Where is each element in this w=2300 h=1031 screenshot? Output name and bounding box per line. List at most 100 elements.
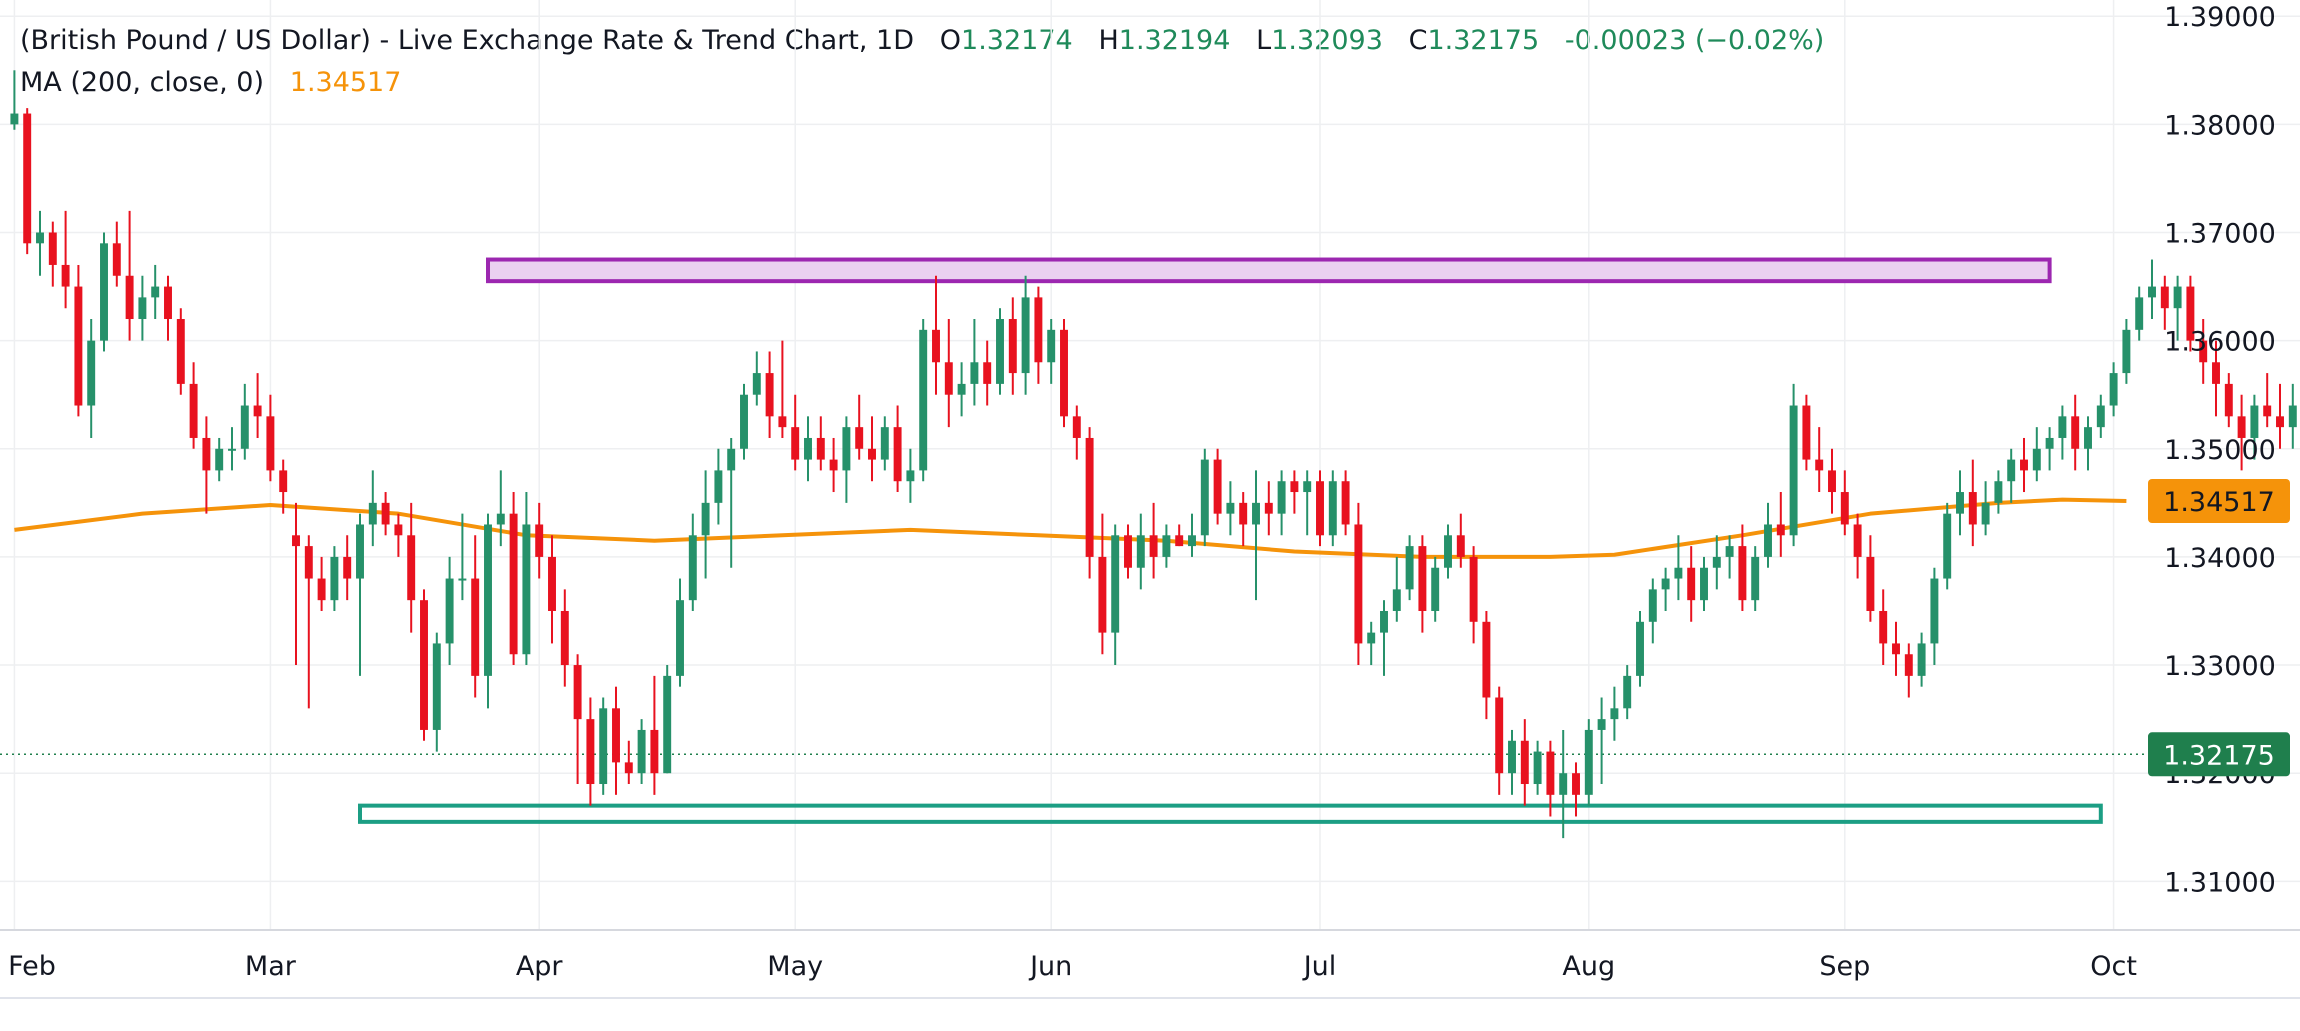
candle-body-14 [189, 383, 198, 438]
candle-body-96 [1239, 502, 1248, 525]
candle-body-72 [932, 329, 940, 363]
candle-body-100 [1290, 481, 1299, 493]
candle-body-116 [1495, 697, 1504, 774]
candle-body-173 [2224, 383, 2233, 417]
y-tick-label-0: 1.39000 [2164, 2, 2276, 33]
candle-body-66 [855, 427, 864, 449]
y-tick-label-3: 1.36000 [2164, 327, 2276, 358]
candle-body-55 [714, 470, 723, 503]
candle-body-129 [1661, 578, 1670, 590]
candle-body-175 [2250, 405, 2259, 438]
candle-body-142 [1828, 470, 1836, 493]
candle-body-162 [2084, 427, 2092, 449]
candle-body-53 [688, 535, 697, 601]
y-tick-label-4: 1.35000 [2164, 435, 2276, 466]
candle-body-51 [663, 675, 672, 774]
candle-body-12 [164, 286, 172, 320]
candle-body-119 [1533, 751, 1542, 785]
candle-body-143 [1840, 492, 1849, 525]
ma-price-badge-label: 1.34517 [2163, 487, 2275, 518]
candle-body-32 [420, 600, 428, 730]
candle-body-31 [407, 535, 416, 601]
candle-body-137 [1764, 524, 1772, 557]
candle-body-36 [471, 578, 480, 676]
candle-body-1 [23, 113, 32, 244]
candle-body-61 [791, 427, 800, 460]
candle-body-23 [304, 546, 313, 579]
candle-body-131 [1687, 567, 1696, 601]
candle-body-3 [48, 232, 57, 265]
x-tick-label-5: Jul [1302, 951, 1337, 982]
y-tick-label-6: 1.33000 [2164, 651, 2276, 682]
candle-body-135 [1738, 546, 1747, 601]
candle-body-111 [1431, 567, 1440, 611]
candle-body-140 [1802, 405, 1811, 460]
x-tick-label-6: Aug [1562, 951, 1615, 982]
support-zone [358, 803, 2103, 824]
x-tick-label-0: Feb [8, 951, 56, 982]
candle-body-62 [804, 437, 812, 460]
candle-body-56 [727, 448, 736, 471]
candle-body-124 [1597, 719, 1606, 730]
candle-body-91 [1175, 535, 1184, 547]
candle-body-108 [1392, 589, 1401, 611]
legend-change: -0.00023 (−0.02%) [1564, 25, 1825, 56]
legend-title: (British Pound / US Dollar) - Live Excha… [20, 25, 915, 56]
candle-body-20 [266, 416, 275, 471]
candle-body-170 [2186, 286, 2195, 341]
candle-body-8 [112, 243, 121, 276]
legend-open-label: O [939, 25, 962, 56]
candle-body-60 [778, 416, 787, 428]
candle-body-112 [1444, 535, 1452, 568]
candle-body-106 [1367, 632, 1376, 644]
candle-body-155 [1994, 481, 2003, 503]
candle-body-37 [484, 524, 492, 676]
candle-body-165 [2122, 329, 2131, 374]
ma-price-badge [2148, 479, 2290, 524]
candle-body-46 [599, 708, 608, 785]
candle-body-109 [1405, 546, 1414, 590]
candle-body-89 [1149, 535, 1158, 557]
candle-body-172 [2212, 362, 2220, 384]
candle-body-65 [842, 427, 851, 471]
legend-close: 1.32175 [1427, 25, 1540, 56]
candle-body-25 [330, 556, 339, 601]
candle-body-121 [1559, 773, 1568, 795]
candle-body-95 [1226, 502, 1235, 514]
candle-body-122 [1572, 773, 1580, 795]
candle-body-22 [292, 535, 300, 547]
candle-body-10 [138, 297, 147, 320]
candle-body-85 [1098, 556, 1107, 633]
candle-body-77 [996, 319, 1004, 384]
candle-body-101 [1303, 481, 1312, 493]
candle-body-160 [2058, 416, 2067, 438]
candle-body-132 [1700, 567, 1708, 601]
candle-body-81 [1047, 329, 1056, 363]
candle-body-92 [1188, 535, 1196, 547]
candle-body-0 [10, 113, 19, 125]
candle-body-178 [2288, 405, 2297, 428]
y-tick-label-2: 1.37000 [2164, 219, 2276, 250]
candle-body-74 [957, 383, 966, 395]
y-tick-label-5: 1.34000 [2164, 543, 2276, 574]
candle-body-54 [701, 502, 710, 536]
candle-body-88 [1136, 535, 1145, 568]
candle-body-147 [1892, 643, 1900, 655]
candle-body-18 [240, 405, 249, 449]
candle-body-136 [1751, 556, 1760, 601]
candle-body-138 [1776, 524, 1785, 536]
x-tick-label-3: May [767, 951, 823, 982]
candle-body-78 [1008, 319, 1017, 374]
ma200-line [14, 497, 2127, 559]
candle-body-6 [87, 340, 96, 406]
candle-body-35 [458, 578, 467, 581]
legend-ma-row: MA (200, close, 0) 1.34517 [20, 62, 1824, 104]
x-tick-label-4: Jun [1028, 951, 1072, 982]
last-price-badge [2148, 732, 2290, 777]
candle-body-90 [1162, 535, 1171, 557]
candle-body-148 [1904, 654, 1913, 676]
candle-body-127 [1636, 621, 1644, 676]
candle-body-15 [202, 437, 211, 471]
x-tick-label-7: Sep [1819, 951, 1870, 982]
